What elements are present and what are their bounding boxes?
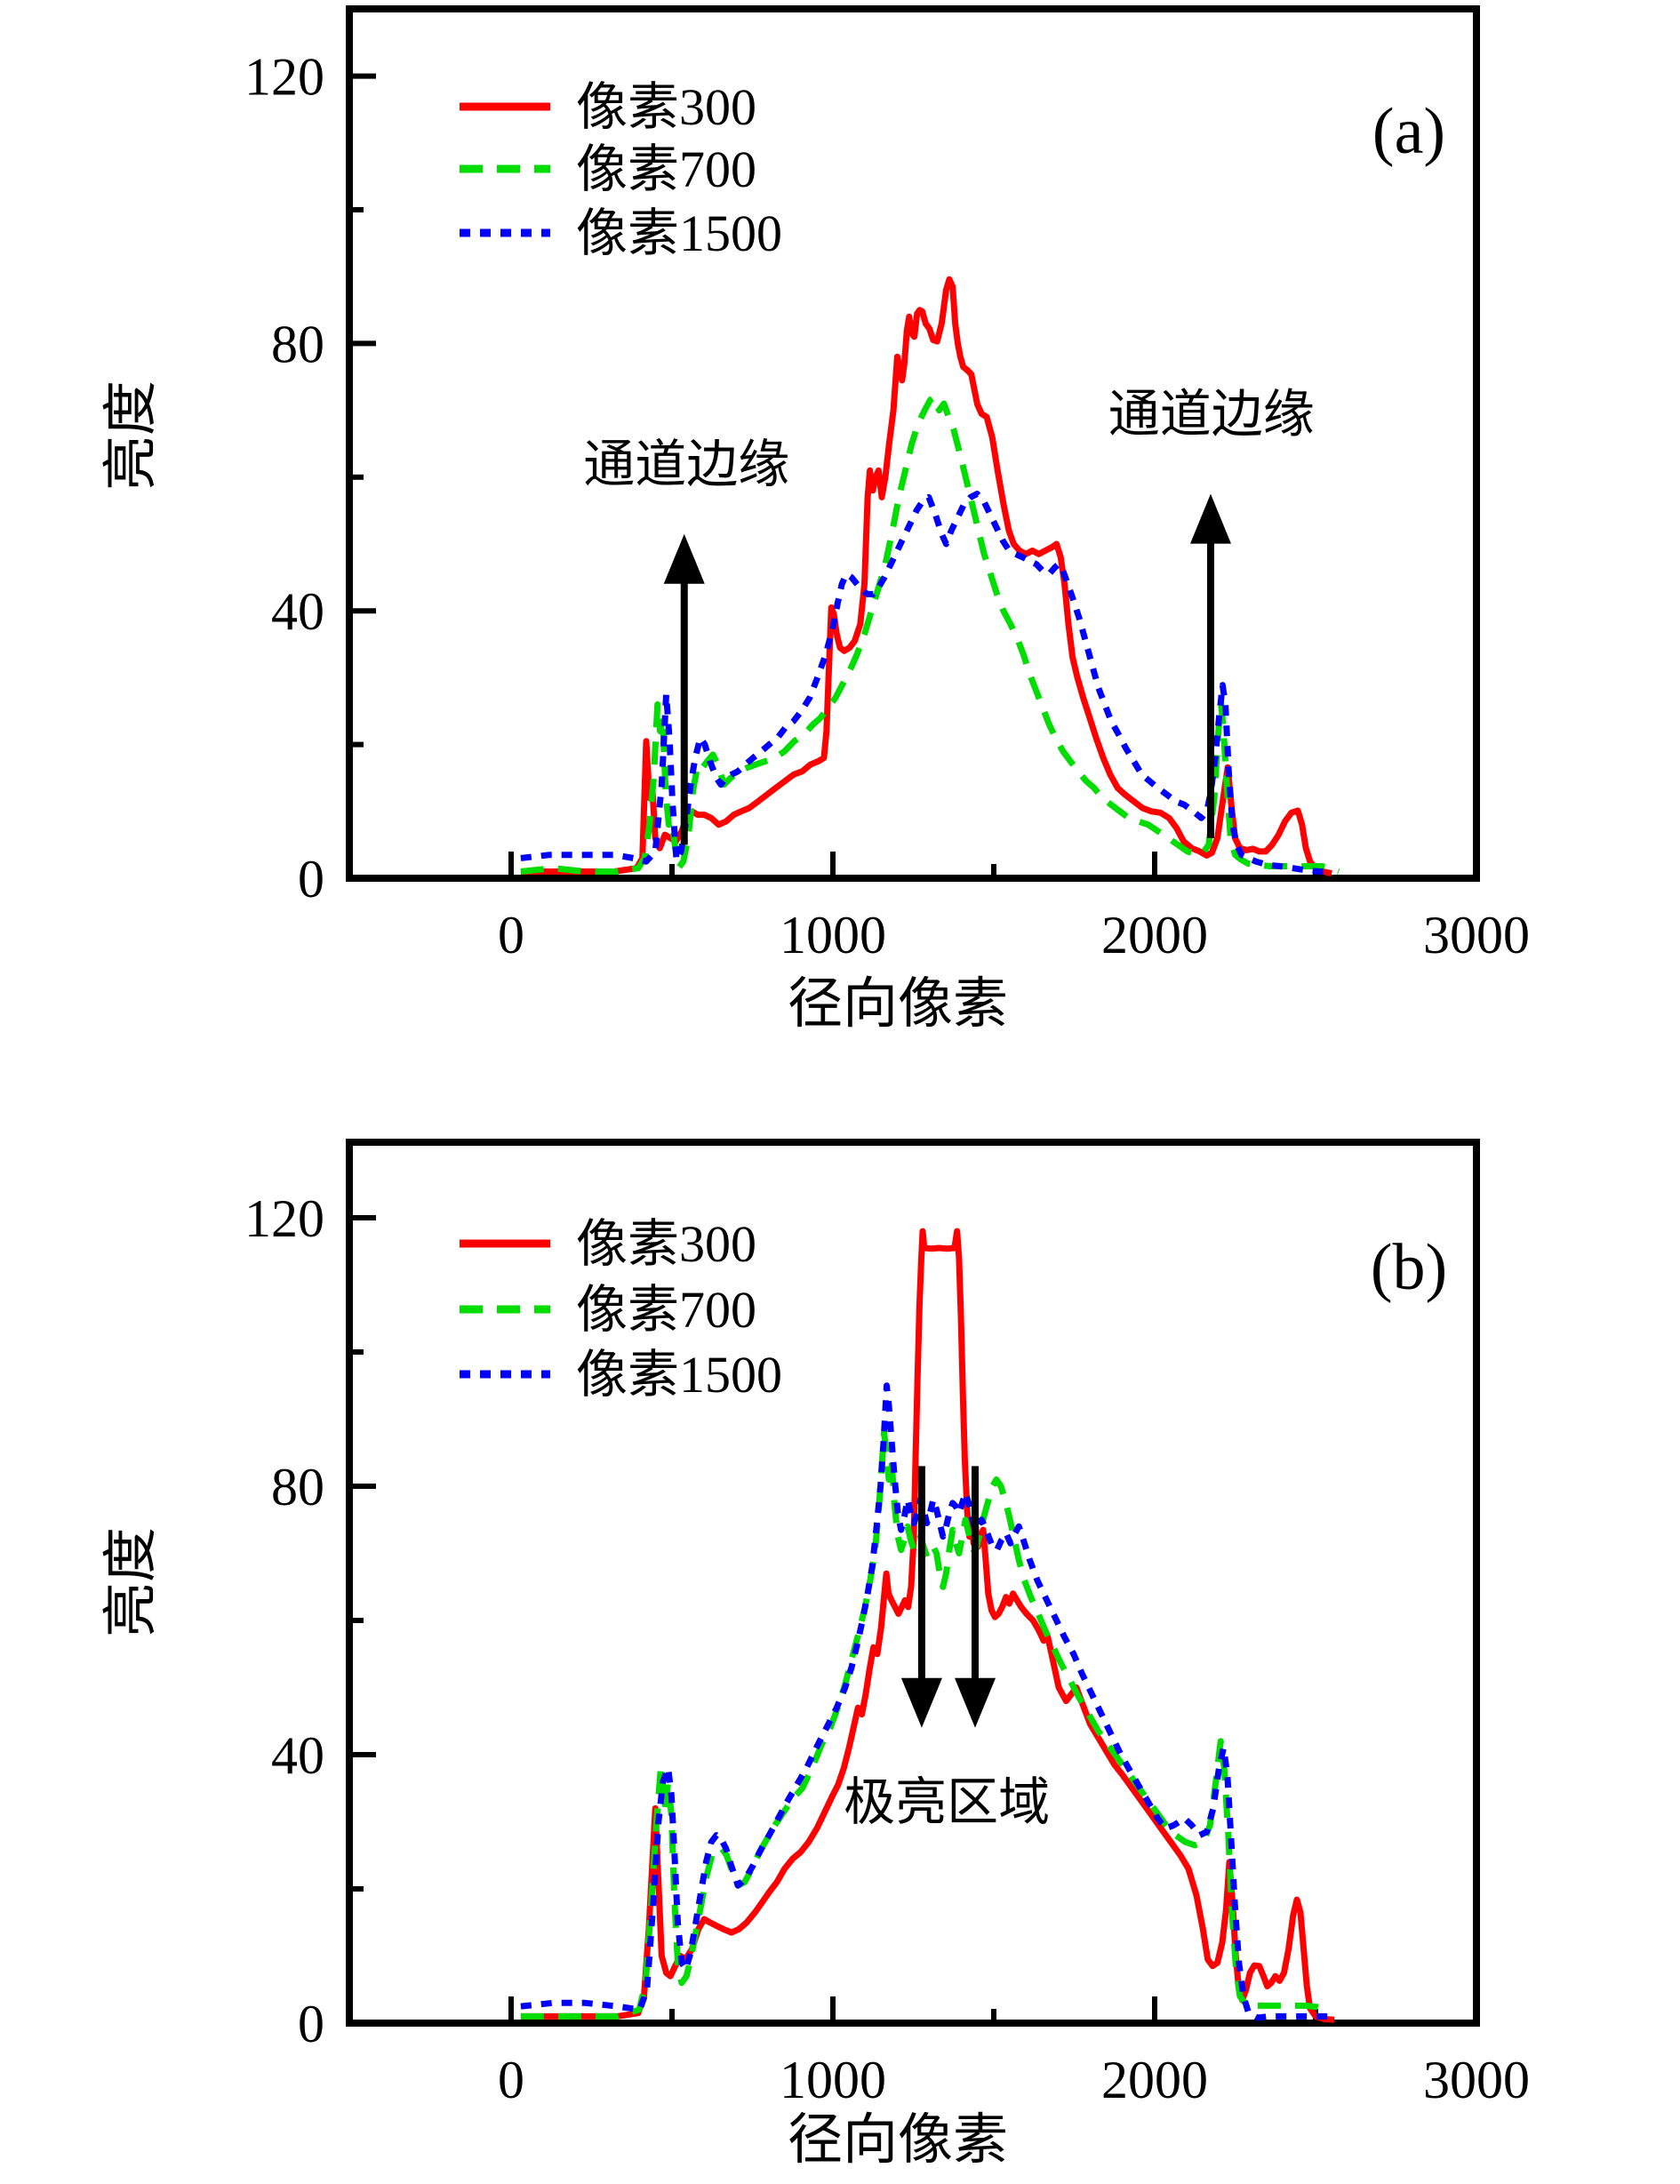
y-tick-label: 0 bbox=[298, 850, 324, 908]
y-tick-label: 40 bbox=[271, 582, 324, 641]
x-axis-title: 径向像素 bbox=[788, 2110, 1008, 2171]
legend-label: 像素1500 bbox=[576, 204, 782, 262]
series-curve-像素1500 bbox=[520, 491, 1329, 875]
annotation-text: 通道边缘 bbox=[1108, 385, 1315, 443]
x-tick-label: 0 bbox=[498, 2051, 524, 2109]
panel-label: (b) bbox=[1371, 1231, 1447, 1304]
x-tick-label: 0 bbox=[498, 906, 524, 964]
legend-label: 像素700 bbox=[576, 1281, 756, 1339]
plot-border-b bbox=[346, 1139, 1480, 2027]
legend-label: 像素700 bbox=[576, 140, 756, 198]
series-curve-像素700 bbox=[520, 394, 1340, 875]
legend-label: 像素300 bbox=[576, 78, 756, 136]
x-tick-label: 2000 bbox=[1101, 906, 1208, 964]
x-tick-label: 3000 bbox=[1423, 906, 1530, 964]
up-arrow-icon bbox=[663, 533, 705, 584]
down-arrow-icon bbox=[955, 1677, 996, 1728]
y-tick-label: 80 bbox=[271, 315, 324, 373]
legend-label: 像素1500 bbox=[576, 1346, 782, 1404]
series-curve-像素300 bbox=[520, 276, 1332, 877]
x-axis-title: 径向像素 bbox=[788, 974, 1008, 1035]
up-arrow-icon bbox=[1189, 493, 1231, 544]
y-tick-label: 0 bbox=[298, 1995, 324, 2053]
y-tick-label: 120 bbox=[244, 48, 324, 107]
y-axis-title: 亮度 bbox=[101, 1527, 162, 1637]
x-tick-label: 3000 bbox=[1423, 2051, 1530, 2109]
y-tick-label: 120 bbox=[244, 1189, 324, 1248]
annotation-text: 极亮区域 bbox=[844, 1773, 1050, 1831]
y-tick-label: 80 bbox=[271, 1458, 324, 1516]
y-axis-title: 亮度 bbox=[101, 380, 162, 491]
plot-border-a bbox=[346, 5, 1480, 882]
x-tick-label: 1000 bbox=[780, 2051, 886, 2109]
legend-label: 像素300 bbox=[576, 1215, 756, 1273]
annotation-text: 通道边缘 bbox=[583, 436, 789, 493]
panel-label: (a) bbox=[1372, 95, 1445, 168]
y-tick-label: 40 bbox=[271, 1726, 324, 1785]
x-tick-label: 1000 bbox=[780, 906, 886, 964]
x-tick-label: 2000 bbox=[1101, 2051, 1208, 2109]
down-arrow-icon bbox=[900, 1677, 942, 1728]
series-curve-像素1500 bbox=[520, 1382, 1332, 2021]
